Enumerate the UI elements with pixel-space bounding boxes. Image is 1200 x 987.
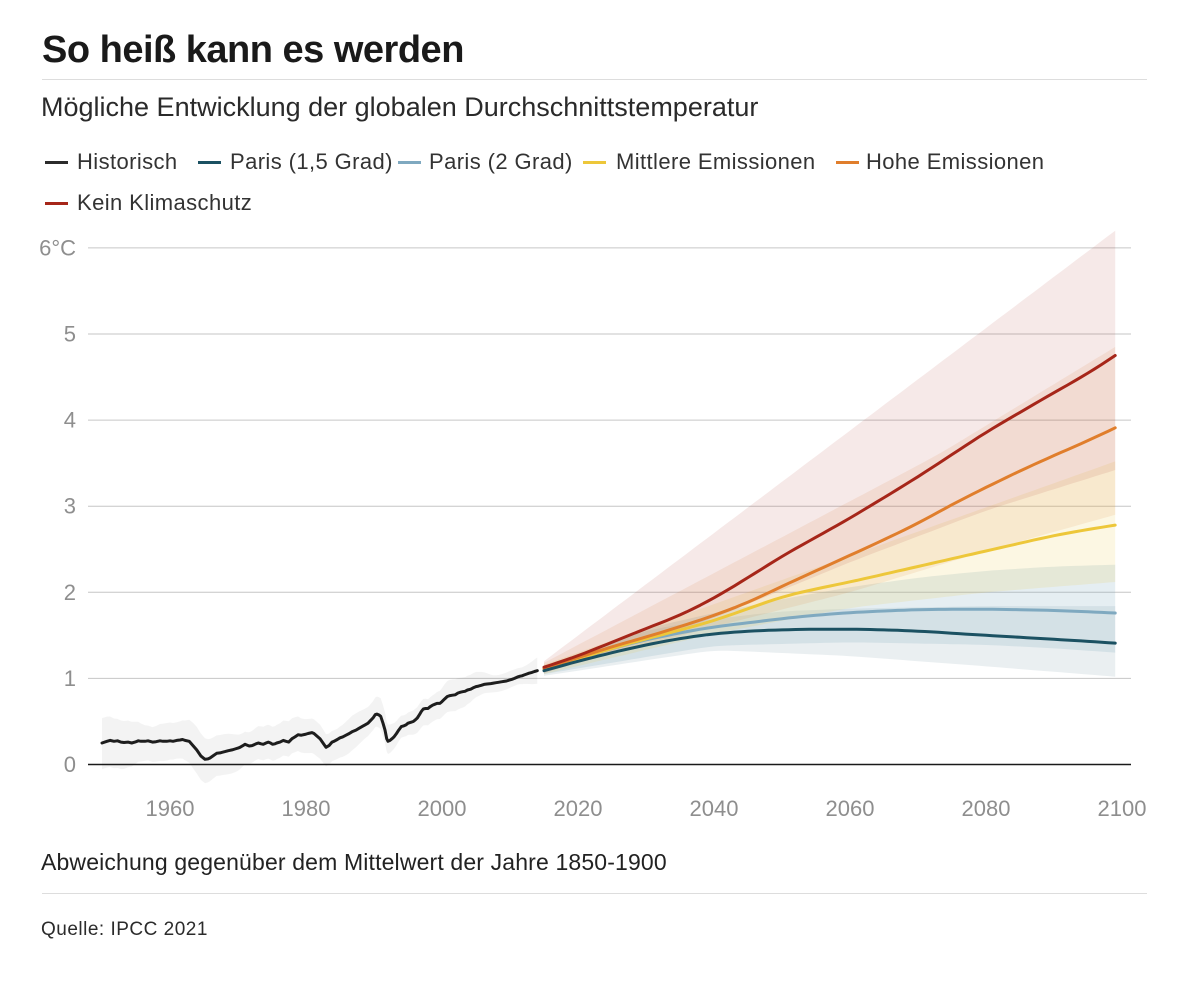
svg-text:1: 1 xyxy=(64,666,76,691)
svg-text:3: 3 xyxy=(64,494,76,519)
svg-text:2: 2 xyxy=(64,580,76,605)
svg-text:1980: 1980 xyxy=(282,796,331,821)
svg-text:4: 4 xyxy=(64,408,76,433)
svg-text:2060: 2060 xyxy=(826,796,875,821)
svg-text:2080: 2080 xyxy=(962,796,1011,821)
svg-text:1960: 1960 xyxy=(146,796,195,821)
svg-text:2100: 2100 xyxy=(1098,796,1147,821)
svg-text:2020: 2020 xyxy=(554,796,603,821)
svg-text:2040: 2040 xyxy=(690,796,739,821)
svg-text:5: 5 xyxy=(64,322,76,347)
svg-text:2000: 2000 xyxy=(418,796,467,821)
svg-text:0: 0 xyxy=(64,752,76,777)
svg-text:6°C: 6°C xyxy=(39,235,76,260)
